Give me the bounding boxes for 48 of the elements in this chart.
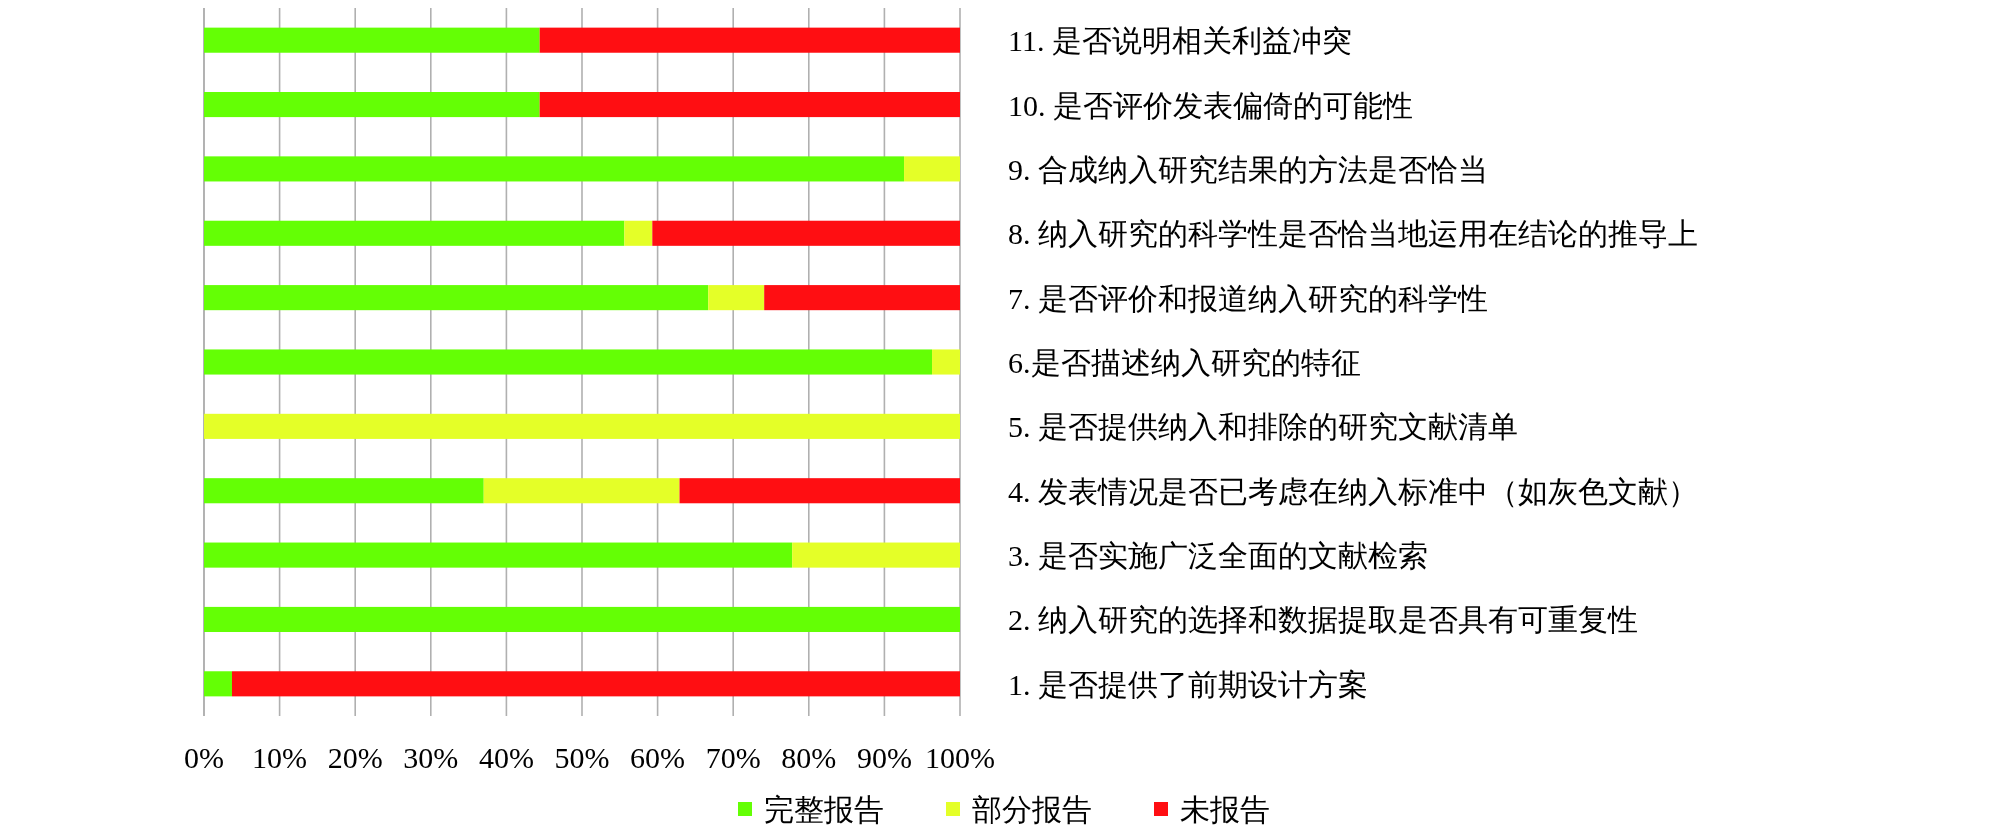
bar — [204, 220, 625, 246]
bar — [204, 606, 960, 633]
bar — [204, 156, 905, 182]
legend-label: 未报告 — [1180, 792, 1270, 826]
y-tick-label: 8. 纳入研究的科学性是否恰当地运用在结论的推导上 — [1008, 216, 1698, 250]
legend-label: 部分报告 — [972, 792, 1092, 826]
y-tick-label: 6.是否描述纳入研究的特征 — [1008, 345, 1361, 379]
bar — [231, 671, 960, 697]
y-tick-label: 9. 合成纳入研究结果的方法是否恰当 — [1008, 152, 1488, 186]
bar — [204, 542, 793, 568]
x-tick-label: 10% — [252, 740, 308, 774]
bar — [204, 671, 232, 697]
bar — [539, 91, 960, 118]
x-tick-label: 40% — [478, 740, 534, 774]
y-tick-label: 11. 是否说明相关利益冲突 — [1008, 23, 1352, 57]
bar — [792, 542, 960, 568]
y-tick-label: 10. 是否评价发表偏倚的可能性 — [1008, 88, 1413, 122]
legend-label: 完整报告 — [764, 792, 884, 826]
bar — [904, 156, 960, 182]
y-tick-label: 5. 是否提供纳入和排除的研究文献清单 — [1008, 409, 1518, 443]
x-tick-label: 50% — [554, 740, 610, 774]
x-tick-label: 80% — [781, 740, 837, 774]
bar — [932, 349, 960, 375]
y-tick-label: 4. 发表情况是否已考虑在纳入标准中（如灰色文献） — [1008, 474, 1698, 508]
y-tick-label: 7. 是否评价和报道纳入研究的科学性 — [1008, 281, 1488, 315]
x-tick-label: 100% — [925, 740, 995, 774]
y-tick-label: 1. 是否提供了前期设计方案 — [1008, 667, 1368, 701]
bar — [539, 27, 960, 53]
y-tick-label: 3. 是否实施广泛全面的文献检索 — [1008, 538, 1428, 572]
x-tick-label: 0% — [184, 740, 224, 774]
bar — [764, 285, 960, 311]
bar — [204, 413, 960, 439]
y-tick-label: 2. 纳入研究的选择和数据提取是否具有可重复性 — [1008, 602, 1638, 636]
bar — [624, 220, 653, 246]
bar — [204, 285, 709, 311]
bar — [483, 478, 680, 504]
bar — [204, 478, 484, 504]
x-tick-label: 90% — [856, 740, 912, 774]
bar — [652, 220, 960, 246]
bar — [708, 285, 765, 311]
x-tick-label: 60% — [630, 740, 686, 774]
bar — [679, 478, 960, 504]
bar — [204, 91, 540, 118]
x-tick-label: 20% — [327, 740, 383, 774]
x-tick-label: 70% — [705, 740, 761, 774]
x-tick-label: 30% — [403, 740, 459, 774]
bar — [204, 27, 540, 53]
bar — [204, 349, 933, 375]
